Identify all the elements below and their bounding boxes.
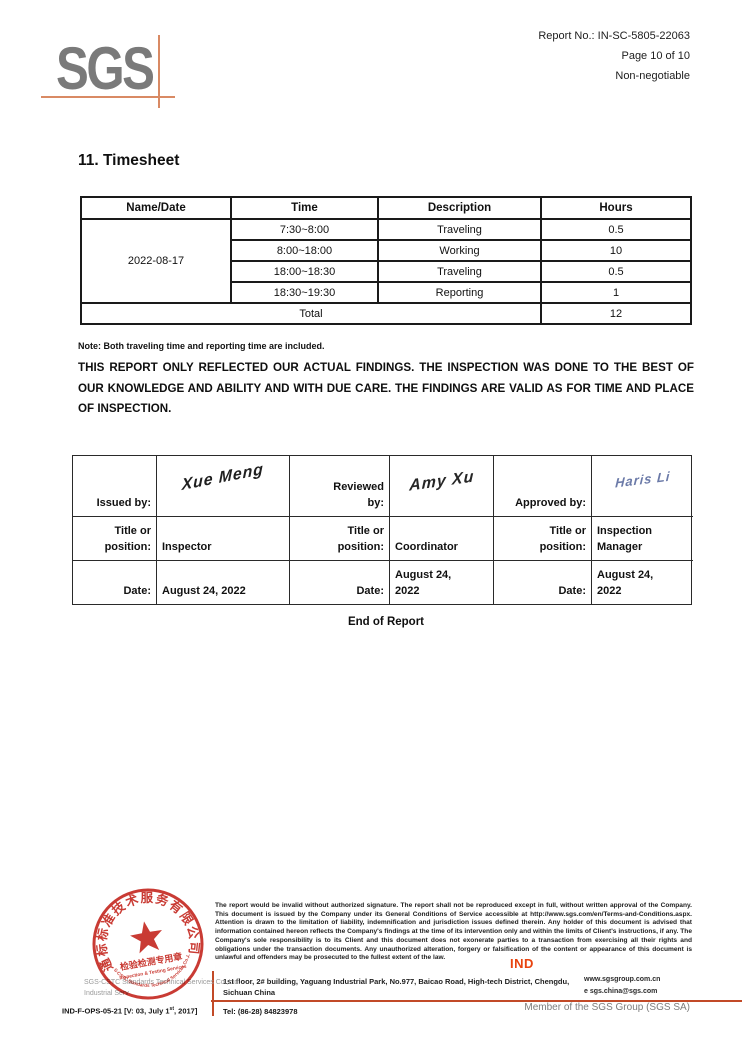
description-cell: Working [377,239,542,262]
timesheet-note: Note: Both traveling time and reporting … [78,341,325,351]
approved-title-text: Inspection Manager [597,525,653,553]
date-label: Date: [73,561,157,604]
signature-approved: Haris Li [614,468,671,490]
column-header-time: Time [230,196,379,220]
approved-by-label: Approved by: [494,456,592,517]
hours-cell: 0.5 [540,218,692,241]
address-line-2: Sichuan China [223,988,276,997]
date-label: Date: [290,561,390,604]
signature-issued: Xue Meng [181,460,265,495]
page-number: Page 10 of 10 [621,50,690,62]
title-position-label-text: Title or position: [337,525,384,553]
logo-crosshair-vertical-line [158,35,160,108]
time-cell: 18:00~18:30 [230,260,379,283]
total-hours-cell: 12 [540,302,692,325]
approved-signature-cell: Haris Li [592,456,693,517]
form-code-post: , 2017] [174,1006,198,1016]
form-code: IND-F-OPS-05-21 [V: 03, July 1st, 2017] [62,1006,197,1016]
description-cell: Reporting [377,281,542,304]
hours-cell: 1 [540,281,692,304]
date-label: Date: [494,561,592,604]
issued-signature-cell: Xue Meng [157,456,290,517]
column-header-name-date: Name/Date [80,196,232,220]
header-meta: Report No.: IN-SC-5805-22063 Page 10 of … [538,26,690,86]
form-code-superscript: st [169,1006,174,1012]
reviewed-by-label-text: Reviewed by: [333,481,384,509]
approved-date-text: August 24, 2022 [597,569,654,597]
column-header-hours: Hours [540,196,692,220]
title-position-label-text: Title or position: [539,525,586,553]
hours-cell: 0.5 [540,260,692,283]
reviewed-by-label: Reviewed by: [290,456,390,517]
table-row: 18:00~18:30 Traveling 0.5 [81,260,692,283]
hours-cell: 10 [540,239,692,262]
legal-disclaimer: The report would be invalid without auth… [215,902,692,962]
email-address: e sgs.china@sgs.com [584,987,658,995]
address-line-1: 1st floor, 2# building, Yaguang Industri… [223,977,570,986]
approved-date-cell: August 24, 2022 [592,561,693,604]
issued-by-label: Issued by: [73,456,157,517]
timesheet-table: Name/Date Time Description Hours 2022-08… [80,196,692,325]
sgs-membership-note: Member of the SGS Group (SGS SA) [524,1002,690,1013]
time-cell: 18:30~19:30 [230,281,379,304]
time-cell: 8:00~18:00 [230,239,379,262]
issued-title-cell: Inspector [157,517,290,561]
report-number: Report No.: IN-SC-5805-22063 [538,30,690,42]
stamp-star-icon [130,921,162,954]
title-position-label: Title or position: [73,517,157,561]
telephone-number: Tel: (86-28) 84823978 [223,1007,298,1016]
timesheet-date-cell: 2022-08-17 [80,218,232,304]
footer-vertical-rule [212,971,214,1016]
footer-company-name: SGS-CSTC Standards Technical Services Co… [84,979,241,986]
approved-title-cell: Inspection Manager [592,517,693,561]
description-cell: Traveling [377,218,542,241]
website-url: www.sgsgroup.com.cn [584,976,661,983]
timesheet-total-row: Total 12 [80,302,692,325]
reviewed-date-text: August 24, 2022 [395,569,452,597]
timesheet-header-row: Name/Date Time Description Hours [80,196,692,220]
footer-company-dept: Industrial Serv [84,990,129,997]
ind-code-label: IND [510,956,534,971]
title-position-label-text: Title or position: [104,525,151,553]
sgs-logo: SGS [56,35,155,102]
signoff-table: Issued by: Xue Meng Reviewed by: Amy Xu … [72,455,693,605]
table-row: 8:00~18:00 Working 10 [81,239,692,262]
title-position-label: Title or position: [494,517,592,561]
reviewed-signature-cell: Amy Xu [390,456,494,517]
time-cell: 7:30~8:00 [230,218,379,241]
footer-horizontal-rule [211,1000,742,1002]
contact-web-block: www.sgsgroup.com.cn e sgs.china@sgs.com [584,974,692,997]
signature-reviewed: Amy Xu [408,468,475,495]
end-of-report-label: End of Report [347,616,425,628]
description-cell: Traveling [377,260,542,283]
stamp-ring [92,888,204,1000]
negotiable-label: Non-negotiable [615,70,690,82]
column-header-description: Description [377,196,542,220]
table-row: 18:30~19:30 Reporting 1 [81,281,692,304]
reviewed-date-cell: August 24, 2022 [390,561,494,604]
issued-date-cell: August 24, 2022 [157,561,290,604]
title-position-label: Title or position: [290,517,390,561]
logo-crosshair-horizontal-line [41,96,175,98]
office-address: 1st floor, 2# building, Yaguang Industri… [223,976,575,998]
company-seal-stamp: 通标标准技术服务有限公司 检验检测专用章 Inspection & Testin… [78,874,204,1000]
total-label-cell: Total [80,302,542,325]
reviewed-title-cell: Coordinator [390,517,494,561]
table-row: 2022-08-17 7:30~8:00 Traveling 0.5 [80,218,692,304]
section-title-timesheet: 11. Timesheet [78,152,180,169]
findings-statement: THIS REPORT ONLY REFLECTED OUR ACTUAL FI… [78,361,694,415]
form-code-pre: IND-F-OPS-05-21 [V: 03, July 1 [62,1006,170,1016]
